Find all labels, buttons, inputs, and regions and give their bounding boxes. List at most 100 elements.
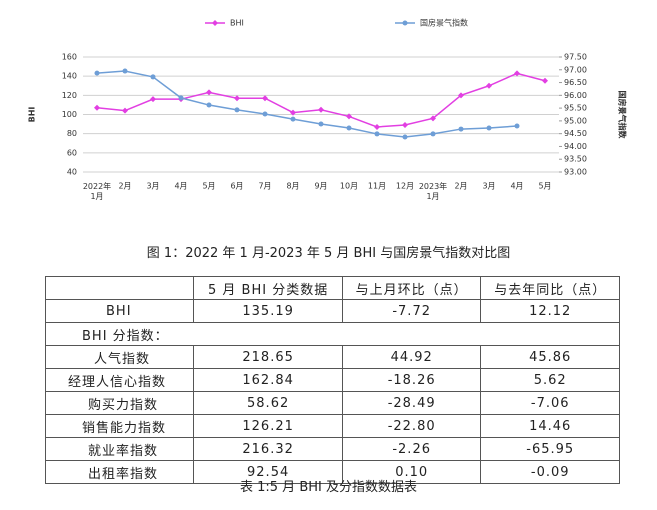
x-tick-label: 4月	[174, 182, 187, 191]
y-tick-label: 120	[62, 91, 77, 100]
header-cell: 与去年同比（点）	[480, 276, 620, 300]
data-point	[514, 123, 520, 129]
data-point	[94, 104, 100, 111]
data-point	[234, 95, 240, 102]
cell: 218.65	[193, 345, 343, 369]
y-tick-label: 40	[67, 168, 77, 177]
x-tick-label: 6月	[230, 182, 243, 191]
cell: 购买力指数	[44, 391, 195, 415]
cell: 92.54	[193, 460, 343, 484]
data-point	[262, 111, 268, 117]
data-point	[234, 107, 240, 113]
x-tick-label: 11月	[368, 182, 386, 191]
data-point	[290, 109, 296, 116]
data-point	[94, 70, 100, 76]
data-point	[430, 115, 436, 122]
cell: 出租率指数	[44, 460, 195, 484]
data-point	[206, 102, 212, 108]
data-point	[150, 74, 156, 80]
y-tick-label: 160	[62, 53, 77, 62]
data-point	[318, 106, 324, 113]
x-tick-label: 2月	[118, 182, 131, 191]
legend-label: BHI	[230, 19, 244, 28]
data-point	[430, 131, 436, 137]
data-point	[458, 126, 464, 132]
cell: 0.10	[341, 460, 482, 484]
cell: 经理人信心指数	[44, 368, 195, 392]
x-tick-label: 4月	[510, 182, 523, 191]
section-cell: BHI 分指数：	[45, 322, 620, 346]
cell: 5.62	[480, 368, 620, 392]
y2-tick-label: 97.00	[564, 65, 587, 74]
cell: -0.09	[480, 460, 620, 484]
data-point	[514, 70, 520, 77]
x-tick-label: 7月	[258, 182, 271, 191]
x-tick-label: 9月	[314, 182, 327, 191]
header-cell: 5 月 BHI 分类数据	[193, 276, 343, 300]
y2-tick-label: 96.00	[564, 91, 587, 100]
x-tick-label: 10月	[340, 182, 358, 191]
y-tick-label: 140	[62, 72, 77, 81]
cell: 14.46	[480, 414, 620, 438]
series-line	[96, 72, 546, 128]
data-point	[122, 107, 128, 114]
y2-tick-label: 94.50	[564, 129, 587, 138]
cell: BHI	[44, 299, 195, 323]
data-point	[374, 123, 380, 130]
cell: -7.06	[480, 391, 620, 415]
data-point	[178, 95, 184, 101]
cell: -18.26	[341, 368, 482, 392]
legend-label: 国房景气指数	[420, 18, 468, 28]
data-point	[346, 113, 352, 120]
legend-marker	[402, 20, 408, 26]
cell: 135.19	[193, 299, 343, 323]
cell: 人气指数	[44, 345, 195, 369]
y-tick-label: 100	[62, 110, 77, 119]
x-tick-label: 2月	[454, 182, 467, 191]
data-point	[318, 121, 324, 127]
cell: -28.49	[341, 391, 482, 415]
header-cell: 与上月环比（点）	[341, 276, 482, 300]
data-point	[290, 116, 296, 122]
x-tick-label: 12月	[396, 182, 414, 191]
data-point	[542, 77, 548, 84]
figure-caption: 图 1：2022 年 1 月-2023 年 5 月 BHI 与国房景气指数对比图	[146, 246, 511, 261]
legend-marker	[212, 20, 218, 26]
cell: 216.32	[193, 437, 343, 461]
x-tick-label: 3月	[482, 182, 495, 191]
cell: 销售能力指数	[44, 414, 195, 438]
y2-tick-label: 93.50	[564, 155, 587, 164]
cell: 就业率指数	[44, 437, 195, 461]
data-table: 5 月 BHI 分类数据 与上月环比（点） 与去年同比（点） BHI 135.19 -7…	[44, 276, 620, 484]
cell: 44.92	[341, 345, 482, 369]
y2-tick-label: 93.00	[564, 168, 587, 177]
data-point	[122, 68, 128, 74]
cell: 126.21	[193, 414, 343, 438]
cell: -2.26	[341, 437, 482, 461]
y2-tick-label: 94.00	[564, 142, 587, 151]
chart: 40 60 80 100 120 140 160 93.00 93.50 94.00 94.50 95…	[28, 18, 628, 201]
data-point	[374, 131, 380, 137]
x-tick-label: 2023年 1月	[419, 181, 447, 201]
data-point	[346, 125, 352, 131]
data-point	[486, 125, 492, 131]
cell: -7.72	[341, 299, 482, 323]
data-point	[458, 92, 464, 99]
y2-tick-label: 95.50	[564, 104, 587, 113]
cell: 45.86	[480, 345, 620, 369]
cell: 162.84	[193, 368, 343, 392]
series-line	[96, 70, 518, 138]
y2-tick-label: 95.00	[564, 116, 587, 125]
x-tick-label: 5月	[202, 182, 215, 191]
cell: -22.80	[341, 414, 482, 438]
x-tick-label: 8月	[286, 182, 299, 191]
cell: 12.12	[480, 299, 620, 323]
x-tick-label: 5月	[538, 182, 551, 191]
data-point	[150, 96, 156, 103]
cell: 58.62	[193, 391, 343, 415]
y2-axis-label: 国房景气指数	[618, 91, 628, 140]
data-point	[262, 95, 268, 102]
y-tick-label: 60	[67, 148, 77, 157]
data-point	[402, 122, 408, 129]
